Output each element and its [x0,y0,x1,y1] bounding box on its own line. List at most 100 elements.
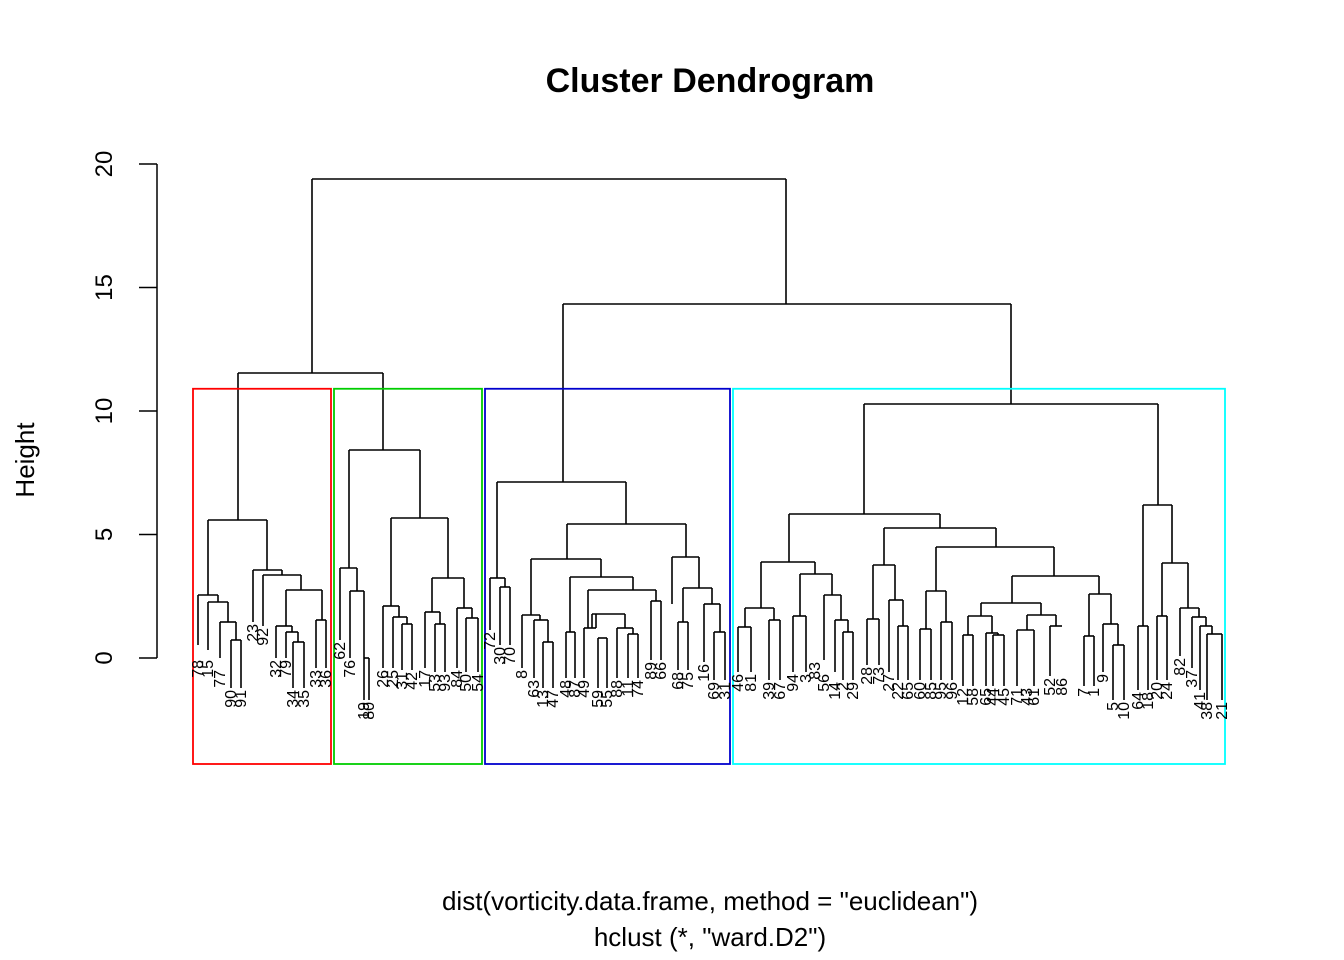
leaf-label: 39 [761,682,778,700]
leaf-label: 7 [1076,688,1093,697]
chart-title: Cluster Dendrogram [546,62,875,100]
leaf-label: 18 [1140,692,1157,710]
leaf-label: 91 [233,690,250,708]
leaf-label: 11 [620,680,637,697]
cluster-rect-1 [192,387,332,765]
leaf-label: 62 [332,642,349,660]
leaf-label: 46 [730,674,747,692]
leaf-labels: 7815779091239232793435333662761980262531… [190,624,1231,720]
leaf-label: 12 [955,688,972,706]
leaf-label: 8 [514,670,531,679]
leaf-label: 67 [772,682,789,700]
dendrogram-tree [197,178,1223,700]
leaf-label: 78 [190,660,207,678]
leaf-label: 72 [482,632,499,650]
leaf-label: 43 [1019,688,1036,706]
leaf-label: 38 [1199,702,1216,720]
leaf-label: 41 [1192,692,1209,710]
leaf-label: 35 [296,690,313,708]
leaf-label: 50 [458,674,475,692]
leaf-label: 1 [1086,688,1103,697]
leaf-label: 71 [1009,688,1026,706]
leaf-label: 83 [807,662,824,680]
leaf-label: 13 [535,690,552,708]
leaf-label: 16 [696,664,713,682]
leaf-label: 95 [933,682,950,700]
x-axis-label: dist(vorticity.data.frame, method = "euc… [442,886,978,916]
leaf-label: 87 [567,680,584,698]
leaf-label: 86 [1054,678,1071,696]
leaf-label: 44 [985,688,1002,706]
leaf-label: 31 [394,672,411,690]
leaf-label: 17 [417,670,434,688]
leaf-label: 69 [706,682,723,700]
leaf-label: 92 [255,628,272,646]
leaf-label: 23 [245,624,262,642]
leaf-label: 28 [859,667,876,685]
leaf-label: 74 [630,680,647,698]
leaf-label: 93 [437,674,454,692]
leaf-label: 29 [845,682,862,700]
leaf-label: 27 [881,674,898,692]
leaf-label: 25 [385,670,402,688]
leaf-label: 20 [1149,682,1166,700]
leaf-label: 56 [816,674,833,692]
y-axis-label: Height [10,422,40,498]
leaf-label: 94 [785,674,802,692]
leaf-label: 15 [200,660,217,678]
leaf-label: 9 [1095,674,1112,683]
leaf-label: 82 [1172,658,1189,676]
leaf-label: 73 [871,667,888,685]
leaf-label: 76 [342,660,359,678]
leaf-label: 77 [212,670,229,688]
leaf-label: 61 [1026,688,1043,706]
y-tick-label: 20 [91,151,118,178]
leaf-label: 66 [653,662,670,680]
leaf-label: 54 [470,674,487,692]
leaf-label: 26 [375,670,392,688]
leaf-label: 24 [1159,682,1176,700]
y-tick-label: 0 [91,651,118,664]
leaf-label: 36 [318,670,335,688]
leaf-label: 42 [404,672,421,690]
leaf-label: 47 [545,690,562,708]
leaf-label: 90 [223,690,240,708]
leaf-label: 5 [1105,702,1122,711]
leaf-label: 55 [599,690,616,708]
leaf-label: 30 [492,647,509,665]
leaf-label: 65 [978,688,995,706]
leaf-label: 60 [912,682,929,700]
leaf-label: 70 [502,647,519,665]
y-tick-label: 15 [91,274,118,301]
leaf-label: 10 [1116,702,1133,720]
y-tick-label: 10 [91,398,118,425]
cluster-rectangles [192,387,1226,765]
leaf-label: 3 [798,674,815,683]
y-tick-label: 5 [91,528,118,541]
leaf-label: 84 [449,670,466,688]
leaf-label: 21 [1214,702,1231,720]
leaf-label: 80 [361,702,378,720]
chart-subtitle: hclust (*, "ward.D2") [594,922,826,952]
leaf-label: 2 [835,682,852,691]
cluster-rect-3 [484,387,731,765]
leaf-label: 45 [996,688,1013,706]
leaf-label: 81 [743,674,760,692]
leaf-label: 19 [356,702,373,720]
leaf-label: 32 [268,660,285,678]
y-axis: 0 5 10 15 20 [91,151,158,665]
leaf-label: 33 [308,670,325,688]
cluster-rect-4 [732,387,1226,765]
leaf-label: 89 [643,662,660,680]
leaf-label: 64 [1130,692,1147,710]
leaf-label: 63 [526,680,543,698]
leaf-label: 79 [278,660,295,678]
leaf-label: 37 [1184,670,1201,688]
leaf-label: 59 [590,690,607,708]
leaf-label: 68 [670,672,687,690]
leaf-label: 22 [890,682,907,700]
leaf-label: 34 [285,690,302,708]
leaf-label: 52 [1042,678,1059,696]
leaf-label: 58 [965,688,982,706]
